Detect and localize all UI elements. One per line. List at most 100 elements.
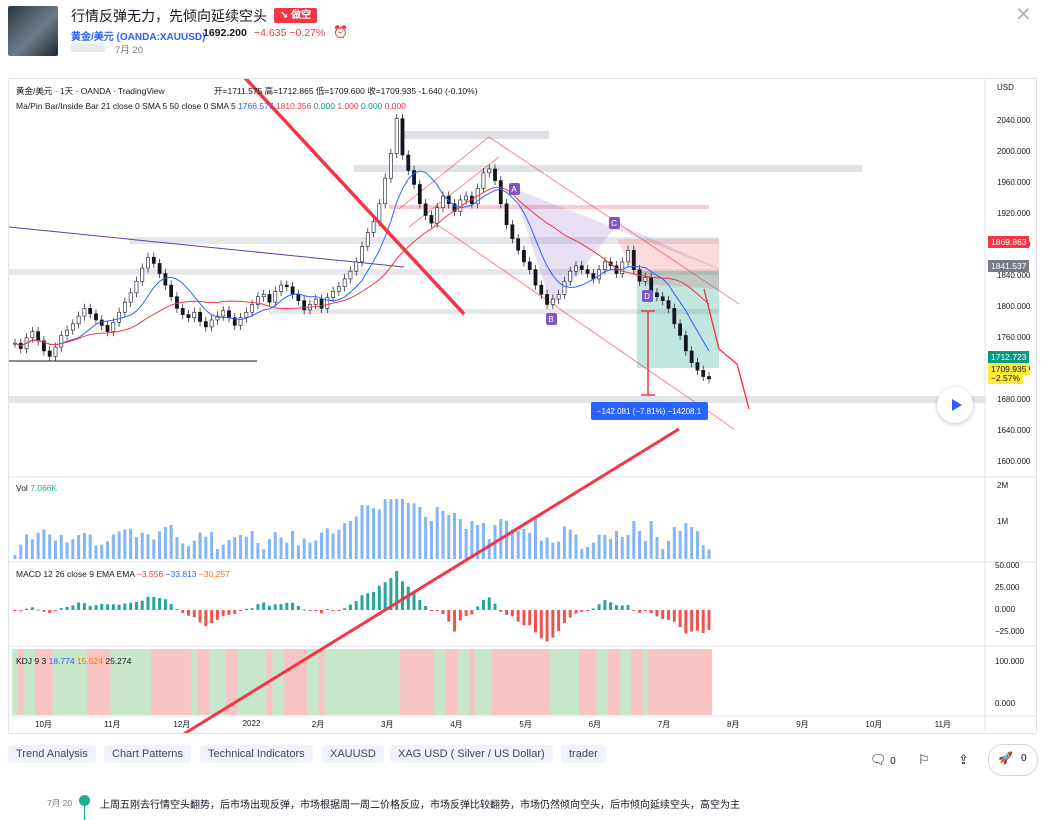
candle-body — [568, 270, 573, 282]
share-icon[interactable]: ⇪ — [958, 752, 969, 767]
kdj-zone — [497, 649, 504, 715]
flag-icon[interactable]: ⚐ — [918, 752, 930, 767]
volume-bar — [655, 537, 659, 559]
macd-bar — [244, 608, 248, 610]
kdj-value: 15.524 — [74, 656, 103, 666]
candle-body — [296, 294, 301, 301]
macd-bar — [134, 601, 138, 610]
macd-bar — [320, 610, 324, 614]
tag-chip[interactable]: trader — [561, 745, 606, 763]
y-tick: 2000.000 — [997, 147, 1031, 157]
chart-frame[interactable]: −142.081 (−7.81%) −14208.1 A B C D 黄金/美 — [8, 78, 1037, 734]
kdj-zone — [324, 649, 331, 715]
candle-body — [186, 314, 191, 318]
volume-bar — [701, 545, 705, 559]
candle-body — [36, 331, 41, 342]
macd-bar — [632, 610, 636, 611]
volume-bar — [568, 529, 572, 559]
candle-body — [498, 180, 503, 205]
volume-bar — [192, 540, 196, 559]
author-name[interactable] — [71, 43, 105, 52]
macd-bar — [267, 605, 271, 610]
candle-body — [146, 256, 150, 269]
macd-tick: −25.000 — [995, 627, 1025, 636]
kdj-values: 18.774 15.524 25.274 — [49, 656, 132, 666]
macd-bar — [19, 610, 23, 612]
idea-thumbnail[interactable] — [8, 6, 58, 56]
macd-bar — [481, 600, 485, 610]
tag-chip[interactable]: XAUUSD — [322, 745, 384, 763]
kdj-zone — [312, 649, 319, 715]
candle-body — [59, 335, 64, 348]
candle-body — [493, 168, 497, 181]
kdj-zone — [654, 649, 661, 715]
macd-bar — [614, 605, 618, 610]
macd-bar — [100, 604, 104, 610]
candle-body — [579, 265, 584, 270]
candle-body — [562, 280, 567, 295]
kdj-zone — [474, 649, 481, 715]
tag-chip[interactable]: Trend Analysis — [8, 745, 96, 763]
y-tick: 1680.000 — [997, 395, 1031, 405]
macd-bar — [250, 608, 254, 610]
macd-bar — [48, 610, 52, 614]
symbol-link[interactable]: 黄金/美元 (OANDA:XAUUSD) — [71, 32, 206, 43]
indicator-values: 1766.577 1810.356 0.000 1.000 0.000 0.00… — [238, 101, 406, 111]
candle-body — [394, 118, 399, 154]
price-label: −2.57% — [988, 372, 1024, 384]
candles-group — [13, 113, 711, 384]
kdj-zone — [278, 649, 285, 715]
volume-bar — [672, 527, 676, 559]
candle-body — [111, 322, 116, 332]
kdj-zone — [98, 649, 105, 715]
volume-bar — [667, 541, 671, 559]
play-button[interactable] — [937, 387, 973, 423]
macd-bar — [493, 603, 497, 610]
comment-date: 7月 20 — [47, 798, 73, 808]
kdj-zone — [17, 649, 24, 715]
kdj-zone — [659, 649, 666, 715]
candle-body — [244, 311, 249, 318]
macd-label: MACD 12 26 close 9 EMA EMA — [16, 569, 135, 579]
candle-body — [585, 269, 590, 274]
tag-chip[interactable]: XAG USD ( Silver / US Dollar) — [390, 745, 553, 763]
close-icon[interactable]: ✕ — [1015, 4, 1032, 26]
macd-bar — [239, 610, 243, 611]
tag-chip[interactable]: Chart Patterns — [104, 745, 191, 763]
boost-button[interactable]: 🚀 0 — [988, 744, 1038, 776]
volume-bar — [71, 539, 75, 559]
candle-body — [209, 319, 214, 328]
kdj-zone — [619, 649, 626, 715]
kdj-zone — [93, 649, 100, 715]
alarm-clock-icon[interactable]: ⏰ — [333, 25, 348, 39]
volume-tick: 1M — [997, 517, 1009, 526]
pattern-label-d: D — [644, 292, 650, 301]
volume-bar — [620, 537, 624, 559]
tag-chip[interactable]: Technical Indicators — [200, 745, 313, 763]
candle-body — [504, 203, 509, 226]
volume-bar — [424, 517, 428, 559]
macd-bar — [406, 586, 410, 610]
kdj-zone — [127, 649, 134, 715]
kdj-zone — [463, 649, 470, 715]
candle-body — [157, 263, 162, 274]
macd-bar — [163, 599, 167, 610]
macd-bar — [354, 601, 358, 610]
volume-bar — [470, 521, 474, 559]
kdj-zone — [46, 649, 53, 715]
macd-bar — [77, 602, 81, 610]
volume-bar — [343, 523, 347, 559]
candle-body — [215, 315, 220, 321]
candle-body — [371, 221, 376, 233]
macd-bar — [464, 610, 468, 616]
kdj-zone — [191, 649, 198, 715]
y-tick: 1640.000 — [997, 426, 1031, 436]
volume-bar — [412, 503, 416, 559]
volume-bar — [510, 529, 514, 559]
y-tick: 2040.000 — [997, 116, 1031, 126]
macd-bar — [695, 610, 699, 631]
macd-bar — [53, 610, 57, 611]
comments-button[interactable]: 🗨 0 — [870, 752, 896, 768]
indicator-name: Ma/Pin Bar/Inside Bar 21 close 0 SMA 5 5… — [16, 101, 236, 111]
macd-bar — [586, 610, 590, 611]
